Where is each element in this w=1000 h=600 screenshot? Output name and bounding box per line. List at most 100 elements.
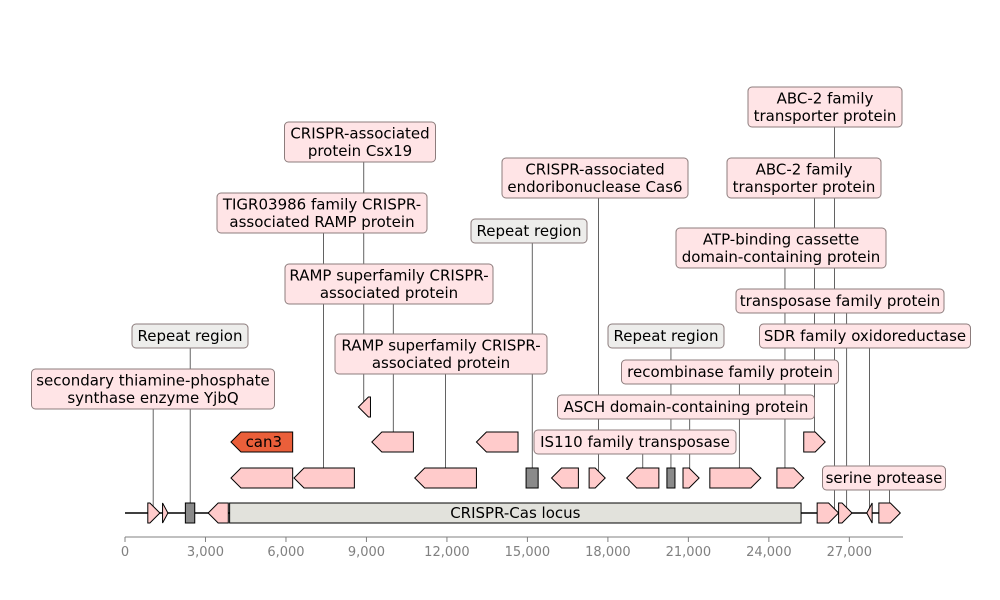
annotation-label-box: [501, 157, 689, 199]
repeat-region-box: [184, 502, 196, 524]
x-tick-label: 21,000: [666, 545, 712, 560]
annotation-label: ASCH domain-containing protein: [557, 394, 815, 420]
annotation-label-text: synthase enzyme YjbQ: [67, 389, 238, 407]
can3-gene-arrow: [230, 431, 294, 453]
annotation-label-box: [470, 218, 588, 244]
sequence-backbone: CRISPR-Cas locus: [125, 502, 900, 524]
gene-arrow: [357, 396, 371, 418]
feature-track: can3: [147, 396, 902, 524]
gene-arrow: [588, 467, 606, 489]
annotation-label-box: [822, 465, 946, 491]
annotation-label-text: IS110 family transposase: [540, 433, 730, 451]
annotation-label-text: TIGR03986 family CRISPR-: [222, 195, 421, 213]
annotation-label-box: [759, 323, 971, 349]
gene-arrow: [230, 467, 294, 489]
annotation-label-box: [284, 121, 436, 163]
gene-arrow: [371, 431, 414, 453]
annotation-label-box: [675, 227, 887, 269]
gene-arrow: [803, 431, 826, 453]
annotation-label-text: Repeat region: [476, 222, 581, 240]
annotation-label-text: RAMP superfamily CRISPR-: [289, 266, 488, 284]
annotation-label-box: [533, 429, 737, 455]
gene-label-can3: can3: [246, 433, 283, 451]
x-tick-label: 6,000: [267, 545, 304, 560]
gene-arrow: [816, 502, 840, 524]
annotation-label-text: ATP-binding cassette: [703, 230, 859, 248]
annotation-label-text: endoribonuclease Cas6: [507, 178, 682, 196]
annotation-label: Repeat region: [470, 218, 588, 244]
annotation-label-text: RAMP superfamily CRISPR-: [341, 336, 540, 354]
annotation-label-text: secondary thiamine-phosphate: [36, 371, 270, 389]
annotation-label-text: serine protease: [826, 469, 943, 487]
crispr-cas-locus-box: [229, 502, 802, 524]
annotation-label-text: associated protein: [372, 354, 510, 372]
annotation-label-box: [284, 263, 494, 305]
gene-arrow: [475, 431, 519, 453]
annotation-label: Repeat region: [607, 323, 725, 349]
repeat-region-box: [525, 467, 539, 489]
annotation-label-box: [31, 368, 275, 410]
annotation-label-text: SDR family oxidoreductase: [764, 327, 966, 345]
annotation-label-text: transporter protein: [754, 107, 897, 125]
crispr-cas-locus-label: CRISPR-Cas locus: [450, 504, 580, 522]
gene-arrow: [866, 502, 873, 524]
annotation-label-box: [735, 288, 945, 314]
annotation-label-text: associated protein: [320, 284, 458, 302]
gene-arrow: [207, 502, 229, 524]
annotation-label: RAMP superfamily CRISPR-associated prote…: [334, 333, 548, 375]
annotation-label-box: [334, 333, 548, 375]
x-axis: 0 3,000 6,000 9,000 12,000 15,000 18,000 21,000…: [121, 536, 903, 560]
x-tick-label: 24,000: [746, 545, 792, 560]
annotation-label-text: CRISPR-associated: [525, 160, 664, 178]
x-tick-label: 9,000: [348, 545, 385, 560]
annotation-label-box: [131, 323, 249, 349]
annotation-label-text: protein Csx19: [308, 142, 412, 160]
annotation-label-text: Repeat region: [613, 327, 718, 345]
gene-arrow: [414, 467, 477, 489]
gene-arrow: [293, 467, 355, 489]
annotation-label-text: recombinase family protein: [627, 363, 833, 381]
x-tick-label: 0: [121, 545, 129, 560]
gene-arrow: [878, 502, 902, 524]
annotation-label-box: [726, 157, 882, 199]
gene-arrow: [550, 467, 579, 489]
annotation-label: TIGR03986 family CRISPR-associated RAMP …: [216, 192, 428, 234]
annotation-label-text: ABC-2 family: [777, 89, 874, 107]
annotation-label: serine protease: [822, 465, 946, 491]
annotation-label-text: associated RAMP protein: [229, 213, 414, 231]
annotation-label-text: Repeat region: [137, 327, 242, 345]
annotation-label: recombinase family protein: [621, 359, 839, 385]
repeat-region-box: [666, 467, 676, 489]
x-tick-label: 18,000: [585, 545, 631, 560]
x-tick-label: 15,000: [505, 545, 551, 560]
annotation-label: SDR family oxidoreductase: [759, 323, 971, 349]
annotation-label: transposase family protein: [735, 288, 945, 314]
annotation-label-box: [621, 359, 839, 385]
annotation-label: Repeat region: [131, 323, 249, 349]
gene-arrow: [162, 502, 169, 524]
annotation-label-box: [607, 323, 725, 349]
annotation-label-text: ASCH domain-containing protein: [564, 398, 809, 416]
gene-arrow: [682, 467, 700, 489]
x-tick-label: 3,000: [187, 545, 224, 560]
gene-arrow: [838, 502, 853, 524]
annotation-label-text: domain-containing protein: [682, 248, 881, 266]
gene-arrow: [709, 467, 762, 489]
annotation-label-text: transporter protein: [733, 178, 876, 196]
x-tick-label: 12,000: [424, 545, 470, 560]
gene-arrow: [147, 502, 161, 524]
annotation-label: IS110 family transposase: [533, 429, 737, 455]
annotation-label-text: ABC-2 family: [756, 160, 853, 178]
gene-arrow: [625, 467, 660, 489]
annotation-label-box: [216, 192, 428, 234]
x-tick-label: 27,000: [827, 545, 873, 560]
annotation-label-text: transposase family protein: [740, 292, 940, 310]
